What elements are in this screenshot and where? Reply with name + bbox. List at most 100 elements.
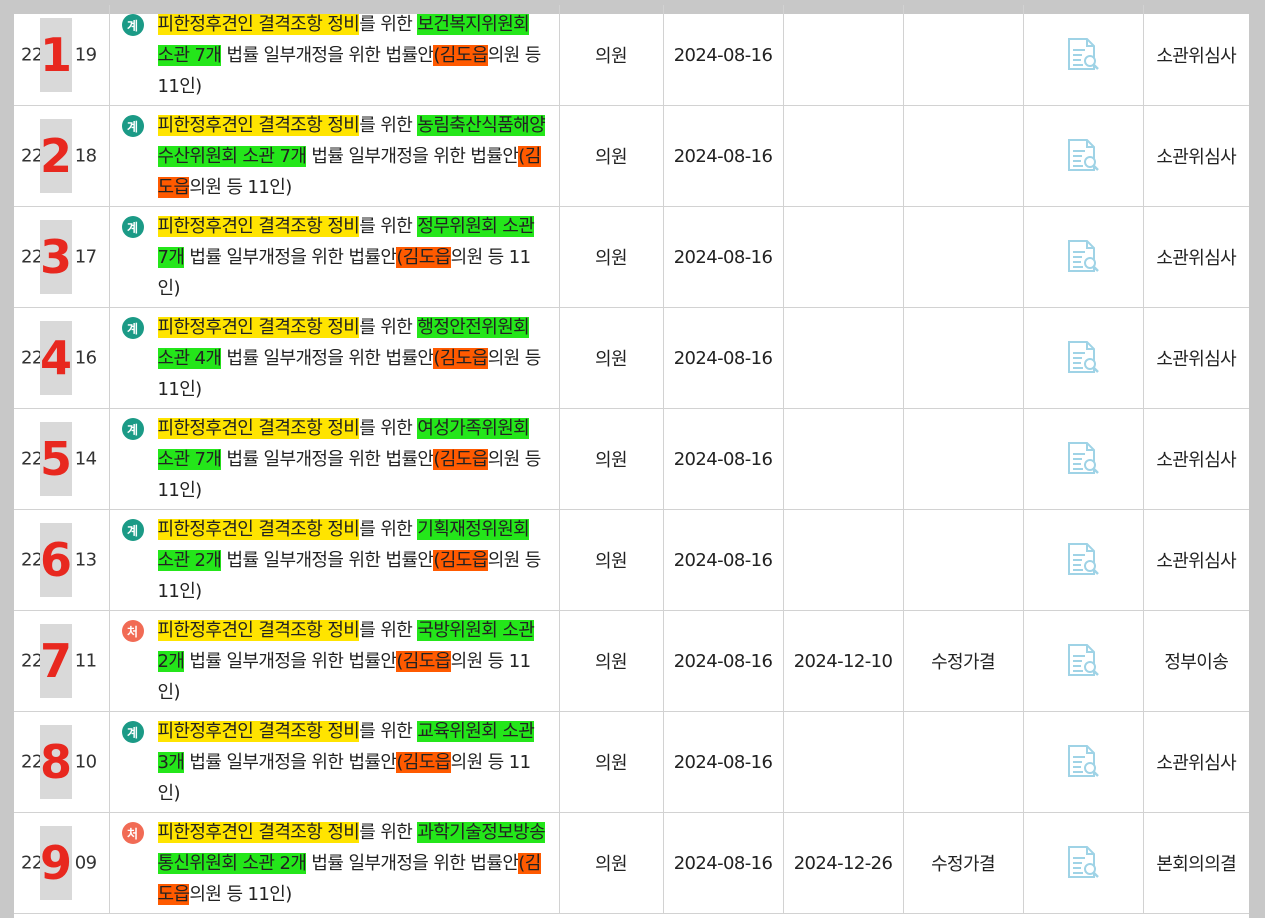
document-search-icon[interactable] <box>1063 442 1103 474</box>
document-search-icon[interactable] <box>1063 341 1103 373</box>
title-highlight-proposer: (김도읍 <box>396 246 451 268</box>
document-search-icon[interactable] <box>1063 240 1103 272</box>
decided-date-cell: 2024-12-26 <box>782 812 904 914</box>
document-cell <box>1022 105 1144 207</box>
overlay-row-number: 5 <box>40 432 73 486</box>
bill-title-link[interactable]: 피한정후견인 결격조항 정비를 위한 국방위원회 소관 2개 법률 일부개정을 … <box>157 615 549 708</box>
decided-date-cell <box>782 408 904 510</box>
bill-number-prefix: 22 <box>21 44 43 66</box>
proposer-type-cell: 의원 <box>558 105 664 207</box>
document-search-icon[interactable] <box>1063 846 1103 878</box>
decided-date-cell <box>782 711 904 813</box>
decided-date-cell <box>782 509 904 611</box>
title-text-connector: 를 위한 <box>359 316 418 338</box>
overlay-row-number: 3 <box>40 230 73 284</box>
bill-number-cell: 22 11 7 <box>14 610 110 712</box>
document-cell <box>1022 307 1144 409</box>
bill-title-cell: 계 피한정후견인 결격조항 정비를 위한 교육위원회 소관 3개 법률 일부개정… <box>108 711 560 813</box>
title-text-tail: 의원 등 11인) <box>157 44 542 97</box>
table-row-2[interactable]: 22 18 2 계 피한정후견인 결격조항 정비를 위한 농림축산식품해양수산위원… <box>14 105 1249 207</box>
title-text-tail: 의원 등 11인) <box>157 347 542 400</box>
overlay-row-number: 6 <box>40 533 73 587</box>
bill-title-cell: 계 피한정후견인 결격조항 정비를 위한 행정안전위원회 소관 4개 법률 일부… <box>108 307 560 409</box>
title-text-tail: 의원 등 11인) <box>189 176 292 198</box>
title-highlight-topic: 피한정후견인 결격조항 정비 <box>157 316 360 338</box>
bill-title-cell: 계 피한정후견인 결격조항 정비를 위한 농림축산식품해양수산위원회 소관 7개… <box>108 105 560 207</box>
title-text-body: 법률 일부개정을 위한 법률안 <box>221 549 434 571</box>
document-search-icon[interactable] <box>1063 745 1103 777</box>
title-highlight-proposer: (김도읍 <box>396 751 451 773</box>
title-text-connector: 를 위한 <box>359 215 418 237</box>
bill-title-link[interactable]: 피한정후견인 결격조항 정비를 위한 여성가족위원회 소관 7개 법률 일부개정… <box>157 413 549 506</box>
document-search-icon[interactable] <box>1063 543 1103 575</box>
result-cell <box>902 711 1024 813</box>
bill-number-cell: 22 13 6 <box>14 509 110 611</box>
proposed-date-cell: 2024-08-16 <box>662 509 784 611</box>
overlay-row-number: 4 <box>40 331 73 385</box>
decided-date-cell <box>782 5 904 106</box>
title-highlight-topic: 피한정후견인 결격조항 정비 <box>157 518 360 540</box>
bill-title-link[interactable]: 피한정후견인 결격조항 정비를 위한 농림축산식품해양수산위원회 소관 7개 법… <box>157 110 549 203</box>
bill-title-link[interactable]: 피한정후견인 결격조항 정비를 위한 교육위원회 소관 3개 법률 일부개정을 … <box>157 716 549 809</box>
document-cell <box>1022 610 1144 712</box>
status-badge: 계 <box>121 317 144 339</box>
document-search-icon[interactable] <box>1063 139 1103 171</box>
decided-date-cell: 2024-12-10 <box>782 610 904 712</box>
bill-title-link[interactable]: 피한정후견인 결격조항 정비를 위한 과학기술정보방송통신위원회 소관 2개 법… <box>157 817 549 910</box>
table-row-3[interactable]: 22 17 3 계 피한정후견인 결격조항 정비를 위한 정무위원회 소관 7개 … <box>14 206 1249 308</box>
bill-number-prefix: 22 <box>21 852 43 874</box>
status-badge: 계 <box>121 216 144 238</box>
decided-date-cell <box>782 307 904 409</box>
status-badge: 처 <box>121 620 144 642</box>
proposed-date-cell: 2024-08-16 <box>662 610 784 712</box>
decided-date-cell <box>782 206 904 308</box>
bill-title-cell: 계 피한정후견인 결격조항 정비를 위한 기획재정위원회 소관 2개 법률 일부… <box>108 509 560 611</box>
bill-title-link[interactable]: 피한정후견인 결격조항 정비를 위한 기획재정위원회 소관 2개 법률 일부개정… <box>157 514 549 607</box>
proposed-date-cell: 2024-08-16 <box>662 307 784 409</box>
result-cell <box>902 5 1024 106</box>
bill-number-suffix: 17 <box>74 246 97 268</box>
table-row-4[interactable]: 22 16 4 계 피한정후견인 결격조항 정비를 위한 행정안전위원회 소관 4… <box>14 307 1249 409</box>
overlay-box <box>40 422 72 496</box>
table-row-1[interactable]: 22 19 1 계 피한정후견인 결격조항 정비를 위한 보건복지위원회 소관 7… <box>14 5 1249 106</box>
bill-number-prefix: 22 <box>21 347 43 369</box>
bill-number-prefix: 22 <box>21 650 43 672</box>
bill-title-link[interactable]: 피한정후견인 결격조항 정비를 위한 보건복지위원회 소관 7개 법률 일부개정… <box>157 9 549 102</box>
proposer-type-cell: 의원 <box>558 206 664 308</box>
status-badge: 계 <box>121 14 144 36</box>
title-highlight-topic: 피한정후견인 결격조항 정비 <box>157 619 360 641</box>
title-text-connector: 를 위한 <box>359 720 418 742</box>
proposed-date-cell: 2024-08-16 <box>662 206 784 308</box>
table-row-7[interactable]: 22 11 7 처 피한정후견인 결격조항 정비를 위한 국방위원회 소관 2개 … <box>14 610 1249 712</box>
bill-number-suffix: 13 <box>74 549 97 571</box>
result-cell <box>902 509 1024 611</box>
bill-title-cell: 처 피한정후견인 결격조항 정비를 위한 국방위원회 소관 2개 법률 일부개정… <box>108 610 560 712</box>
status-cell: 소관위심사 <box>1142 509 1249 611</box>
bill-number-suffix: 16 <box>74 347 97 369</box>
status-cell: 소관위심사 <box>1142 5 1249 106</box>
title-text-tail: 의원 등 11인) <box>157 549 542 602</box>
proposer-type-cell: 의원 <box>558 711 664 813</box>
title-text-body: 법률 일부개정을 위한 법률안 <box>221 448 434 470</box>
document-search-icon[interactable] <box>1063 38 1103 70</box>
table-row-9[interactable]: 22 09 9 처 피한정후견인 결격조항 정비를 위한 과학기술정보방송통신위원… <box>14 812 1249 914</box>
title-highlight-topic: 피한정후견인 결격조항 정비 <box>157 114 360 136</box>
overlay-box <box>40 523 72 597</box>
proposed-date-cell: 2024-08-16 <box>662 408 784 510</box>
bill-title-link[interactable]: 피한정후견인 결격조항 정비를 위한 정무위원회 소관 7개 법률 일부개정을 … <box>157 211 549 304</box>
document-search-icon[interactable] <box>1063 644 1103 676</box>
proposer-type-cell: 의원 <box>558 610 664 712</box>
title-highlight-topic: 피한정후견인 결격조항 정비 <box>157 13 360 35</box>
table-row-5[interactable]: 22 14 5 계 피한정후견인 결격조항 정비를 위한 여성가족위원회 소관 7… <box>14 408 1249 510</box>
table-row-6[interactable]: 22 13 6 계 피한정후견인 결격조항 정비를 위한 기획재정위원회 소관 2… <box>14 509 1249 611</box>
result-cell <box>902 307 1024 409</box>
overlay-row-number: 9 <box>40 836 73 890</box>
status-cell: 소관위심사 <box>1142 206 1249 308</box>
status-cell: 정부이송 <box>1142 610 1249 712</box>
table-row-8[interactable]: 22 10 8 계 피한정후견인 결격조항 정비를 위한 교육위원회 소관 3개 … <box>14 711 1249 813</box>
bill-title-cell: 계 피한정후견인 결격조항 정비를 위한 정무위원회 소관 7개 법률 일부개정… <box>108 206 560 308</box>
bill-title-link[interactable]: 피한정후견인 결격조항 정비를 위한 행정안전위원회 소관 4개 법률 일부개정… <box>157 312 549 405</box>
bill-number-cell: 22 10 8 <box>14 711 110 813</box>
bill-number-cell: 22 14 5 <box>14 408 110 510</box>
title-highlight-proposer: (김도읍 <box>396 650 451 672</box>
